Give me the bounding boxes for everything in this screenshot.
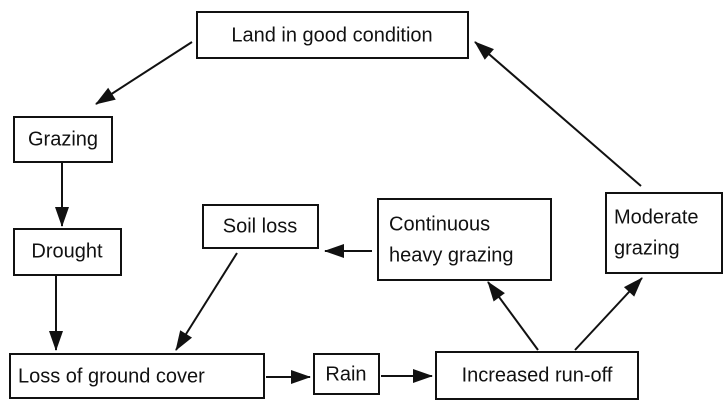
node-box	[435, 351, 639, 400]
node: Grazing	[13, 116, 113, 163]
node-label: Rain	[325, 363, 366, 385]
arrow	[487, 281, 539, 351]
node: Loss of ground cover	[9, 353, 265, 399]
node-box	[202, 204, 319, 249]
node-label: Land in good condition	[231, 24, 432, 46]
node-label: Continuous	[389, 213, 490, 235]
node-label: Grazing	[28, 128, 98, 150]
arrow	[574, 277, 643, 351]
node-box	[196, 11, 469, 59]
node-label: Loss of ground cover	[18, 365, 205, 387]
node: Moderate grazing	[605, 192, 723, 274]
node: Rain	[313, 353, 380, 395]
node-box	[313, 353, 380, 395]
node: Drought	[13, 228, 122, 276]
node-label: Moderate	[614, 206, 699, 228]
node-box	[9, 353, 265, 399]
node-label: grazing	[614, 237, 680, 259]
arrow	[474, 41, 642, 187]
arrow	[175, 252, 238, 351]
node-box	[13, 228, 122, 276]
node-label: Soil loss	[223, 215, 297, 237]
node-box	[605, 192, 723, 274]
node: Continuous heavy grazing	[377, 198, 552, 281]
node-label: Increased run-off	[462, 364, 613, 386]
node: Land in good condition	[196, 11, 469, 59]
node-box	[377, 198, 552, 281]
node-label: heavy grazing	[389, 244, 514, 266]
arrows	[49, 41, 643, 384]
node-box	[13, 116, 113, 163]
node: Increased run-off	[435, 351, 639, 400]
arrow	[95, 41, 193, 105]
node: Soil loss	[202, 204, 319, 249]
node-label: Drought	[31, 240, 103, 262]
